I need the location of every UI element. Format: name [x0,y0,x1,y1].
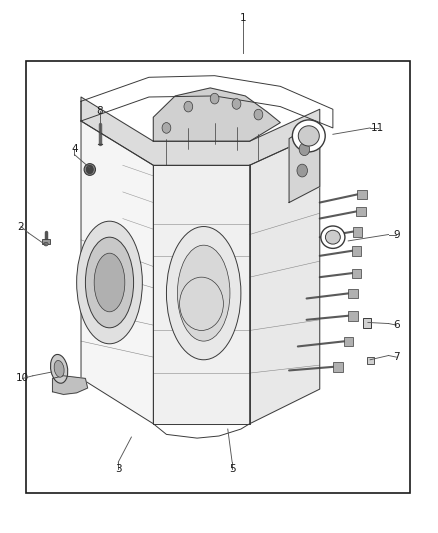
Bar [348,311,358,321]
Polygon shape [289,128,320,203]
Circle shape [299,143,310,156]
Text: 7: 7 [393,352,400,362]
Polygon shape [153,88,280,141]
Ellipse shape [77,221,142,344]
Polygon shape [81,121,153,424]
Ellipse shape [44,242,48,246]
Text: 10: 10 [16,374,29,383]
Ellipse shape [166,227,241,360]
Ellipse shape [84,164,95,175]
Text: 11: 11 [371,123,384,133]
Polygon shape [81,97,320,165]
Bar [356,207,366,216]
Ellipse shape [50,354,68,383]
Circle shape [232,99,241,109]
Bar [344,337,353,346]
Text: 6: 6 [393,320,400,330]
Bar [357,190,367,199]
Bar [352,269,361,278]
Text: 5: 5 [229,464,236,474]
Ellipse shape [94,253,125,312]
Ellipse shape [321,226,345,248]
Text: 1: 1 [240,13,247,23]
Bar [348,289,358,298]
Circle shape [184,101,193,112]
Ellipse shape [54,360,64,377]
Text: 9: 9 [393,230,400,239]
Polygon shape [250,133,320,424]
Ellipse shape [85,237,134,328]
Text: 4: 4 [71,144,78,154]
Circle shape [254,109,263,120]
Circle shape [210,93,219,104]
Circle shape [297,164,307,177]
Ellipse shape [325,230,340,244]
Bar [352,246,361,256]
Ellipse shape [292,120,325,152]
Ellipse shape [177,245,230,341]
Bar [333,362,343,372]
Bar [42,239,50,244]
Text: 2: 2 [18,222,25,231]
Polygon shape [153,165,250,424]
Polygon shape [53,376,88,394]
Bar [367,357,374,364]
Circle shape [162,123,171,133]
Bar [363,318,371,328]
Text: 3: 3 [115,464,122,474]
Text: 8: 8 [96,106,103,116]
Bar [353,227,362,237]
Circle shape [86,165,93,174]
Ellipse shape [298,126,319,146]
Bar [26,61,410,493]
